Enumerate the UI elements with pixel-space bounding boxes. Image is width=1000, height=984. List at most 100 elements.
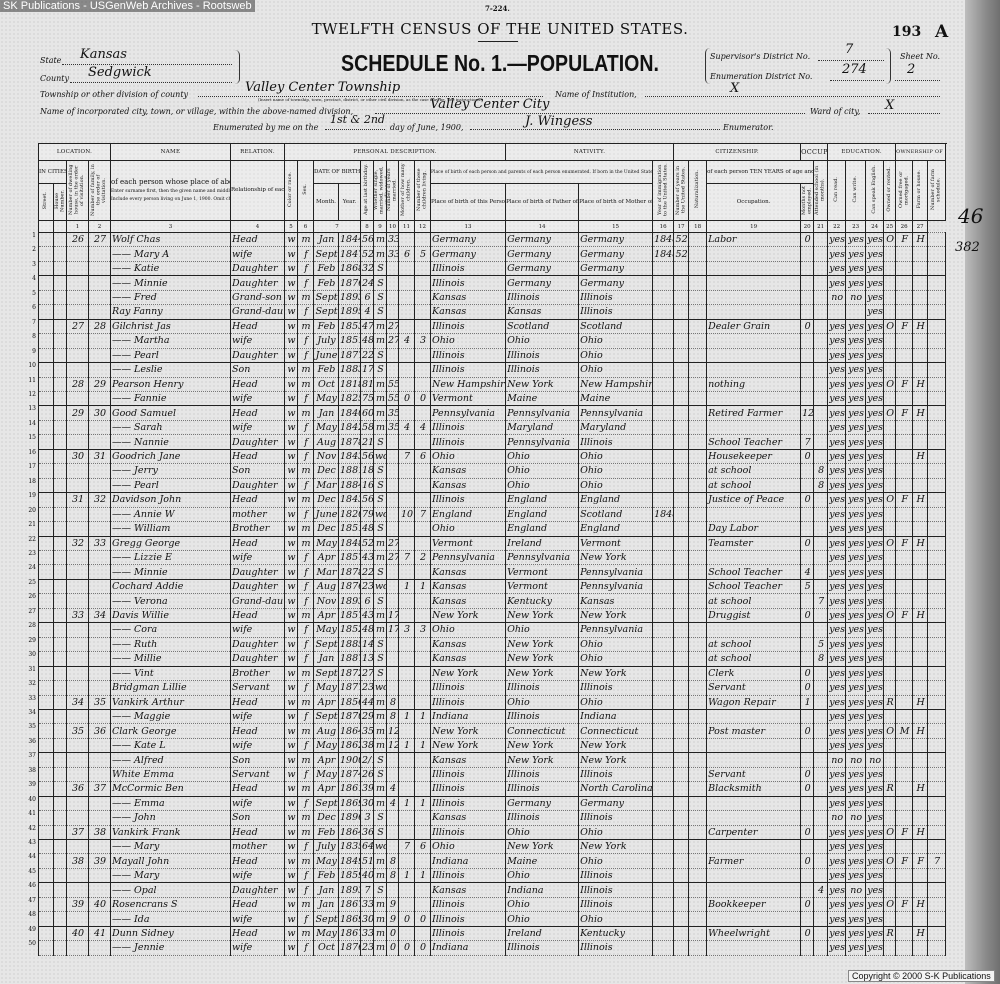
column-number: 22: [827, 220, 847, 233]
cell-children-living: [414, 694, 431, 710]
cell-farm-house: H: [912, 607, 929, 624]
cell-children-living: [414, 593, 431, 609]
cell-can-write: yes: [845, 578, 867, 595]
cell-speaks-english: yes: [865, 506, 885, 523]
cell-immigration-year: [652, 318, 675, 335]
cell-birthplace: Illinois: [429, 260, 507, 277]
cell-mother-of: [398, 492, 415, 508]
cell-months-unemployed: [800, 622, 815, 638]
cell-free-mortgaged: F: [895, 853, 914, 869]
cell-age: 51: [360, 853, 374, 869]
header-ownership: OWNERSHIP OF HOME.: [895, 143, 947, 161]
cell-owned-rented: [883, 622, 897, 638]
cell-years-in-us: [673, 477, 690, 494]
cell-can-write: [845, 304, 867, 320]
cell-father-birthplace: Illinois: [505, 940, 580, 956]
cell-family-number: [88, 867, 111, 884]
cell-farm-schedule: [927, 434, 947, 450]
cell-age: 23: [360, 578, 374, 595]
cell-farm-house: H: [912, 492, 929, 508]
cell-age: 14: [360, 636, 374, 653]
cell-marital-status: m: [373, 231, 387, 248]
cell-speaks-english: yes: [865, 896, 885, 913]
cell-years-in-us: [673, 419, 690, 436]
cell-can-read: yes: [827, 867, 847, 884]
enumerator-name: J. Wingess: [525, 114, 593, 129]
cell-sex: f: [297, 246, 314, 262]
line-number: 30: [28, 651, 36, 659]
cell-speaks-english: yes: [865, 622, 885, 638]
header-color: Color or race.: [284, 160, 298, 221]
cell-birthplace: Indiana: [429, 940, 507, 956]
cell-birth-month: Dec: [313, 810, 339, 826]
cell-family-number: [88, 506, 111, 523]
cell-person-name: —— Lizzie E: [110, 549, 231, 566]
cell-school-months: [813, 824, 829, 841]
cell-person-name: —— Opal: [110, 882, 231, 898]
cell-birth-year: 1895: [338, 304, 361, 320]
table-row: White EmmaServantwfMay187426SIllinoisIll…: [38, 766, 947, 783]
cell-marital-status: S: [373, 564, 387, 580]
form-number: 7-224.: [485, 4, 510, 13]
cell-speaks-english: yes: [865, 839, 885, 855]
cell-color: w: [284, 362, 298, 378]
cell-speaks-english: yes: [865, 260, 885, 277]
cell-occupation: [706, 708, 802, 725]
cell-years-married: [386, 304, 399, 320]
cell-can-read: yes: [827, 390, 847, 407]
cell-owned-rented: [883, 463, 897, 479]
cell-can-read: yes: [827, 795, 847, 812]
cell-street: [38, 810, 54, 826]
cell-occupation: [706, 275, 802, 291]
cell-children-living: [414, 318, 431, 335]
cell-children-living: [414, 521, 431, 537]
cell-free-mortgaged: [895, 737, 914, 754]
cell-free-mortgaged: [895, 333, 914, 349]
cell-free-mortgaged: F: [895, 824, 914, 841]
cell-farm-house: [912, 665, 929, 682]
cell-immigration-year: [652, 766, 675, 783]
cell-house-number: [53, 289, 67, 306]
cell-speaks-english: yes: [865, 521, 885, 537]
header-citizenship: CITIZENSHIP.: [673, 143, 802, 161]
line-numbers: 1 2 3 4 5 6 7 8 9 10 11 12 13 14 15 16 17 18 19 20 21 22 23 24 2…: [26, 229, 38, 952]
cell-school-months: [813, 795, 829, 812]
cell-years-married: 8: [386, 867, 399, 884]
cell-birth-year: 1874: [338, 766, 361, 783]
cell-father-birthplace: Illinois: [505, 766, 580, 783]
cell-house-number: [53, 896, 67, 913]
cell-mother-birthplace: New York: [578, 752, 654, 768]
cell-birth-year: 1870: [338, 708, 361, 725]
cell-occupation: Justice of Peace: [706, 492, 802, 508]
cell-can-write: no: [845, 752, 867, 768]
cell-farm-schedule: [927, 275, 947, 291]
line-number: 3: [32, 260, 36, 268]
cell-years-married: [386, 448, 399, 465]
cell-children-living: 1: [414, 578, 431, 595]
cell-color: w: [284, 434, 298, 450]
cell-street: [38, 665, 54, 682]
line-number: 7: [32, 318, 36, 326]
cell-marital-status: S: [373, 766, 387, 783]
cell-occupation: Labor: [706, 231, 802, 248]
cell-birthplace: Pennsylvania: [429, 549, 507, 566]
line-number: 6: [32, 304, 36, 312]
cell-can-read: yes: [827, 376, 847, 393]
cell-naturalization: [688, 882, 708, 898]
cell-mother-birthplace: Maine: [578, 390, 654, 407]
cell-children-living: [414, 289, 431, 306]
cell-school-months: [813, 390, 829, 407]
column-number: 27: [912, 220, 929, 233]
cell-person-name: Good Samuel: [110, 405, 231, 421]
line-number: 32: [28, 680, 36, 688]
cell-years-in-us: 52: [673, 231, 690, 248]
cell-dwelling-number: [66, 593, 89, 609]
cell-age: 2/12: [360, 752, 374, 768]
cell-house-number: [53, 347, 67, 364]
header-occupation-column: Occupation.: [706, 183, 802, 221]
header-schedule: Number of farm schedule.: [927, 160, 947, 221]
cell-farm-schedule: [927, 564, 947, 580]
cell-marital-status: m: [373, 940, 387, 956]
cell-speaks-english: yes: [865, 434, 885, 450]
